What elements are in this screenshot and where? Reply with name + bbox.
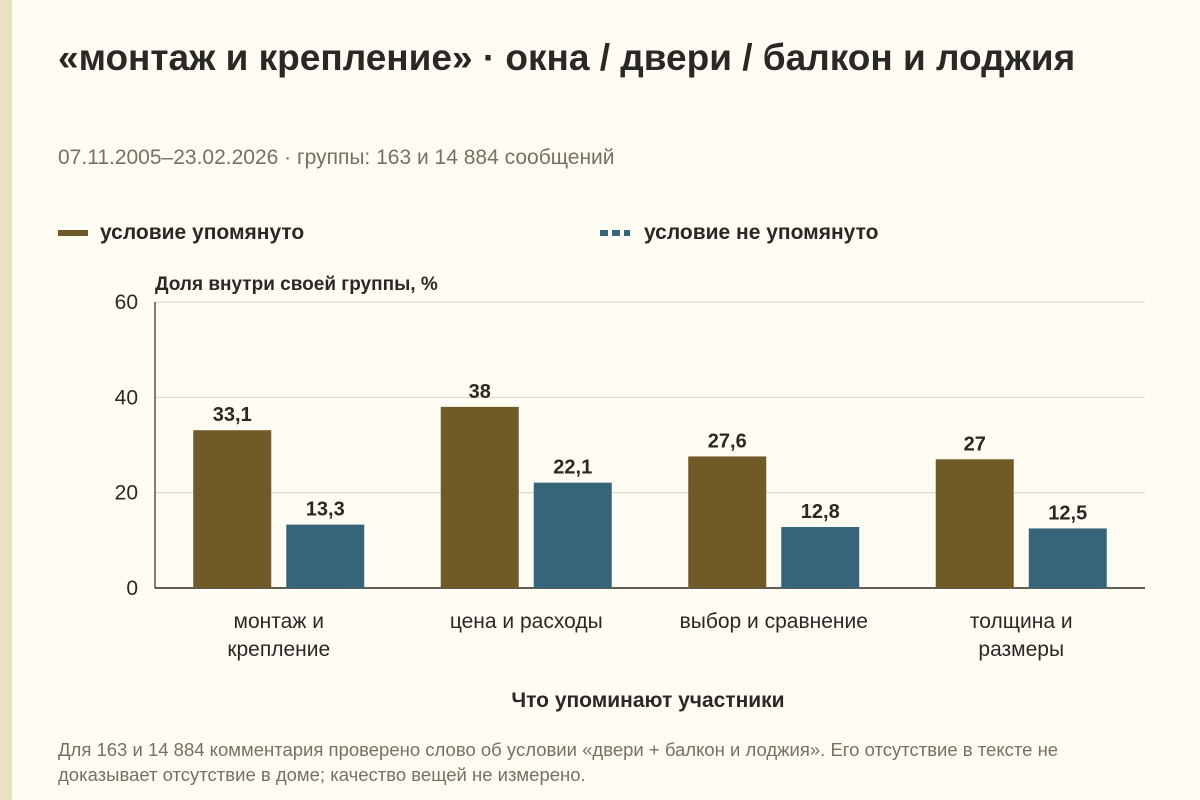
data-label: 27 <box>964 433 986 455</box>
x-axis-label: Что упоминают участники <box>511 689 784 712</box>
left-accent-stripe <box>0 0 12 800</box>
page-subtitle: 07.11.2005–23.02.2026 · группы: 163 и 14… <box>58 146 615 169</box>
x-tick-label: толщина и <box>970 610 1073 633</box>
footnote: Для 163 и 14 884 комментария проверено с… <box>58 739 1059 785</box>
data-label: 33,1 <box>213 404 252 426</box>
bar-mentioned <box>688 456 767 588</box>
y-tick-label: 20 <box>115 482 138 505</box>
legend-label-not-mentioned: условие не упомянуто <box>644 221 879 244</box>
bar-not-mentioned <box>1028 528 1107 588</box>
bar-mentioned <box>935 459 1014 588</box>
y-tick-label: 0 <box>126 577 138 600</box>
bar-not-mentioned <box>533 482 612 588</box>
bar-not-mentioned <box>781 526 860 588</box>
x-tick-label: размеры <box>978 638 1064 661</box>
y-axis-label: Доля внутри своей группы, % <box>155 274 438 295</box>
bar-not-mentioned <box>286 524 365 588</box>
data-label: 12,8 <box>801 501 840 523</box>
x-tick-label: крепление <box>227 638 330 661</box>
x-tick-label: цена и расходы <box>450 610 603 633</box>
page-title: «монтаж и крепление» · окна / двери / ба… <box>58 37 1076 78</box>
legend-swatch-solid <box>58 230 88 236</box>
legend-swatch-dashed <box>600 230 630 236</box>
data-label: 22,1 <box>553 457 592 479</box>
bar-mentioned <box>193 430 272 588</box>
x-tick-label: монтаж и <box>234 610 324 633</box>
bar-mentioned <box>440 406 519 588</box>
legend-item-not-mentioned: условие не упомянуто <box>600 220 878 246</box>
legend-label-mentioned: условие упомянуто <box>100 221 305 244</box>
data-label: 12,5 <box>1048 502 1087 524</box>
legend-item-mentioned: условие упомянуто <box>58 220 304 246</box>
y-tick-label: 60 <box>115 291 138 314</box>
data-label: 13,3 <box>306 499 345 521</box>
x-tick-label: выбор и сравнение <box>680 610 868 633</box>
data-label: 38 <box>469 381 491 403</box>
bar-chart: 0 20 40 60 Доля внутри своей группы, % 33,1 13… <box>115 274 1145 712</box>
data-label: 27,6 <box>708 430 747 452</box>
y-tick-label: 40 <box>115 386 138 409</box>
